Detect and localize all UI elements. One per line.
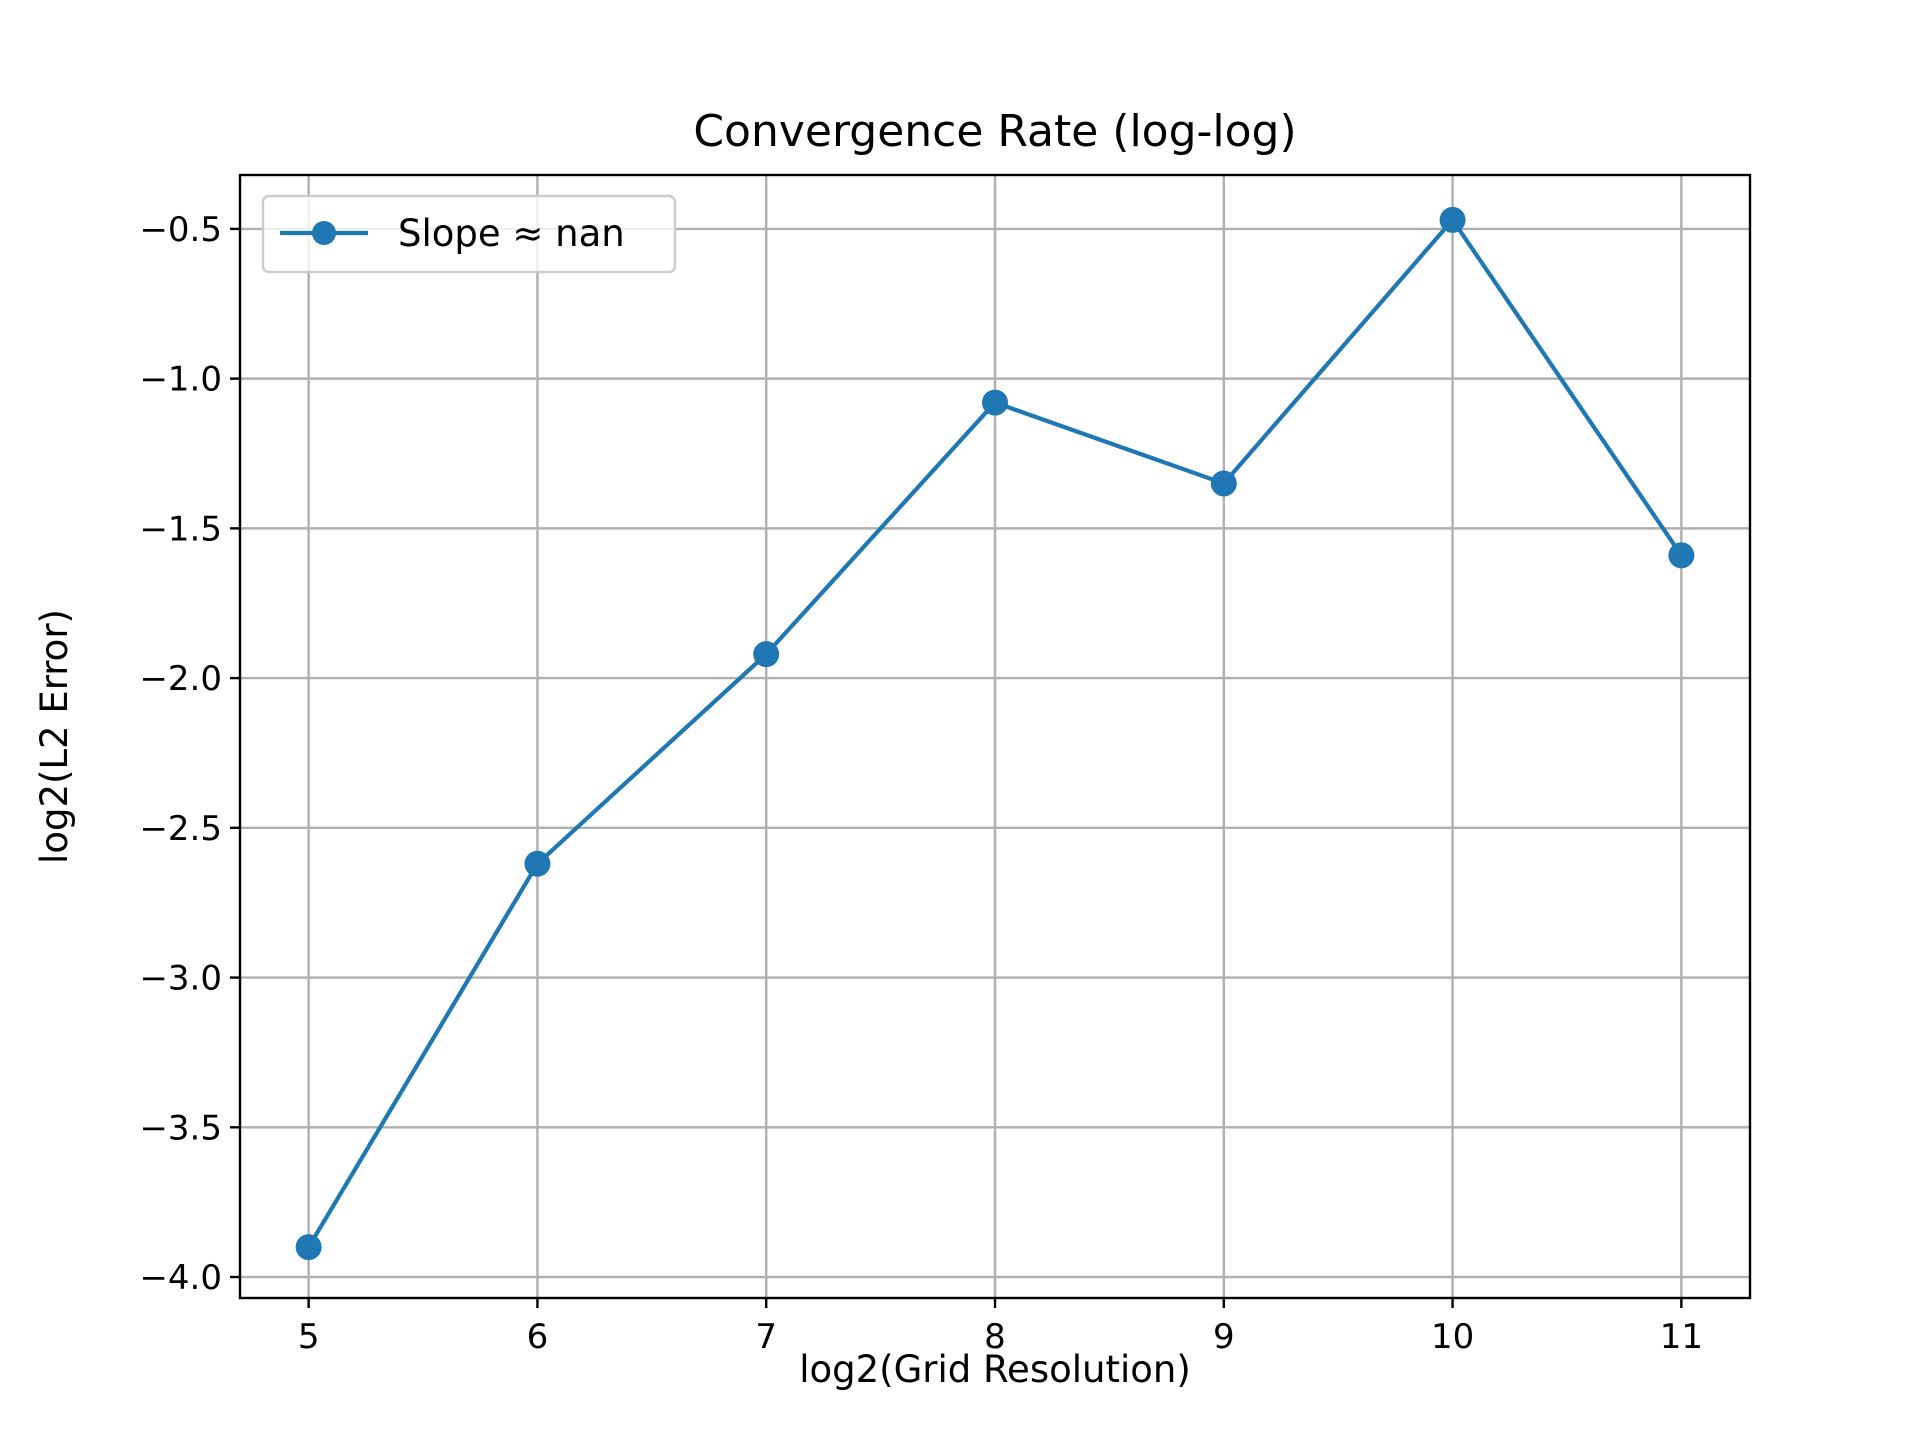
x-tick-label: 10: [1431, 1317, 1474, 1357]
legend-box: [261, 194, 677, 274]
x-axis-label: log2(Grid Resolution): [799, 1348, 1191, 1391]
x-tick-label: 9: [1213, 1317, 1235, 1357]
x-tick-label: 6: [527, 1317, 549, 1357]
data-point: [753, 641, 780, 668]
y-tick-label: −3.0: [139, 959, 222, 999]
x-tick-label: 8: [984, 1317, 1006, 1357]
data-point: [1210, 470, 1237, 497]
axis-ticks: 5 6 7 8 9 10 11 −4.0 −3.5 −3.0 −2.5 −2.0 −1.5 −1.0 −0.…: [139, 210, 1703, 1357]
chart-title: Convergence Rate (log-log): [693, 106, 1296, 157]
y-tick-label: −0.5: [139, 210, 222, 250]
y-tick-label: −1.5: [139, 509, 222, 549]
y-tick-label: −4.0: [139, 1258, 222, 1298]
grid-lines: [240, 175, 1750, 1298]
y-tick-label: −1.0: [139, 360, 222, 400]
y-axis-label: log2(L2 Error): [33, 609, 76, 864]
data-point: [295, 1234, 322, 1261]
y-tick-label: −2.0: [139, 659, 222, 699]
data-point: [982, 389, 1008, 416]
data-point: [524, 850, 551, 877]
y-tick-label: −3.5: [139, 1108, 222, 1148]
series-layer: [295, 206, 1695, 1261]
x-tick-label: 7: [755, 1317, 777, 1357]
data-point: [1668, 542, 1695, 569]
y-tick-label: −2.5: [139, 809, 222, 849]
legend: Slope ≈ nan: [261, 194, 677, 274]
x-tick-label: 5: [298, 1317, 320, 1357]
x-tick-label: 11: [1660, 1317, 1703, 1357]
legend-marker-swatch: [312, 221, 336, 245]
data-point: [1439, 206, 1466, 233]
legend-entry-label: Slope ≈ nan: [398, 212, 625, 255]
